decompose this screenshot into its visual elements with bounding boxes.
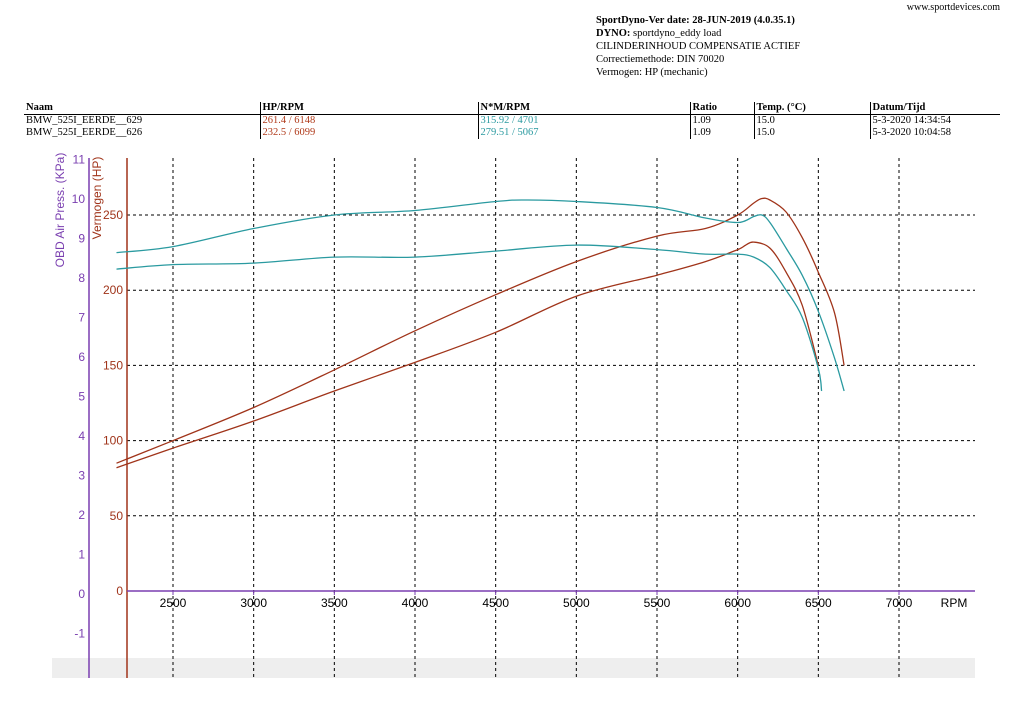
left-axis-title: OBD Air Press. (KPa): [53, 153, 67, 268]
chart-axes: [88, 158, 975, 678]
chart-footer-band: [52, 658, 975, 678]
run-datetime: 5-3-2020 10:04:58: [869, 127, 1000, 139]
left-tick-label: 1: [78, 548, 85, 562]
col-ratio: Ratio: [689, 102, 754, 115]
left-tick-label: 5: [78, 390, 85, 404]
x-tick-label: 6000: [724, 596, 751, 610]
right-tick-label: 250: [103, 208, 123, 222]
runs-table: Naam HP/RPM N*M/RPM Ratio Temp. (°C) Dat…: [24, 102, 1000, 139]
left-tick-label: -1: [74, 627, 85, 641]
x-tick-label: 3500: [321, 596, 348, 610]
meta-correction: Correctiemethode: DIN 70020: [596, 54, 725, 65]
left-tick-label: 4: [78, 429, 85, 443]
meta-version: SportDyno-Ver date: 28-JUN-2019 (4.0.35.…: [596, 15, 795, 26]
meta-dyno: DYNO: sportdyno_eddy load: [596, 28, 722, 39]
torque-curve-4: [116, 244, 823, 392]
x-tick-label: 3000: [240, 596, 267, 610]
table-row[interactable]: BMW_525I_EERDE__626 232.5 / 6099 279.51 …: [24, 127, 1000, 139]
hp-curve-1: [116, 197, 845, 464]
x-tick-label: 5500: [644, 596, 671, 610]
right-axis-title: Vermogen (HP): [90, 157, 104, 240]
left-tick-label: 0: [78, 587, 85, 601]
chart-labels: -1 0 1 2 3 4 5 6 7 8 9 10 11 0 50 100 150 200 250 2500 3000 3…: [53, 153, 967, 641]
col-naam: Naam: [24, 102, 260, 115]
dyno-metadata: SportDyno-Ver date: 28-JUN-2019 (4.0.35.…: [596, 14, 800, 79]
right-tick-label: 200: [103, 283, 123, 297]
meta-power-unit: Vermogen: HP (mechanic): [596, 67, 708, 78]
run-ratio: 1.09: [689, 127, 754, 139]
x-tick-label: 6500: [805, 596, 832, 610]
col-nm-rpm: N*M/RPM: [477, 102, 690, 115]
chart-series: [116, 197, 845, 469]
run-hp: 261.4 / 6148: [259, 114, 478, 127]
left-tick-label: 3: [78, 469, 85, 483]
table-header-row: Naam HP/RPM N*M/RPM Ratio Temp. (°C) Dat…: [24, 102, 1000, 115]
x-tick-label: 2500: [160, 596, 187, 610]
left-tick-label: 7: [78, 311, 85, 325]
run-datetime: 5-3-2020 14:34:54: [869, 114, 1000, 127]
x-tick-label: 5000: [563, 596, 590, 610]
left-tick-label: 10: [72, 192, 86, 206]
x-axis-title: RPM: [941, 596, 968, 610]
left-tick-label: 11: [73, 153, 86, 167]
run-temp: 15.0: [753, 127, 870, 139]
run-name: BMW_525I_EERDE__626: [26, 127, 143, 138]
right-tick-label: 100: [103, 434, 123, 448]
torque-curve-3: [116, 199, 845, 392]
table-row[interactable]: BMW_525I_EERDE__629 261.4 / 6148 315.92 …: [24, 114, 1000, 127]
run-ratio: 1.09: [689, 114, 754, 127]
hp-curve-2: [116, 241, 819, 469]
x-tick-label: 7000: [886, 596, 913, 610]
x-tick-label: 4000: [402, 596, 429, 610]
left-tick-label: 2: [78, 508, 85, 522]
right-tick-label: 0: [116, 584, 123, 598]
meta-compensation: CILINDERINHOUD COMPENSATIE ACTIEF: [596, 41, 801, 52]
run-temp: 15.0: [753, 114, 870, 127]
left-tick-label: 8: [78, 271, 85, 285]
site-url: www.sportdevices.com: [906, 2, 1000, 13]
left-tick-label: 6: [78, 350, 85, 364]
col-hp-rpm: HP/RPM: [259, 102, 478, 115]
col-temp: Temp. (°C): [753, 102, 870, 115]
x-tick-label: 4500: [482, 596, 509, 610]
right-tick-label: 50: [110, 509, 124, 523]
left-tick-label: 9: [78, 232, 85, 246]
col-datum: Datum/Tijd: [869, 102, 1000, 115]
run-hp: 232.5 / 6099: [259, 127, 478, 139]
run-torque: 279.51 / 5067: [477, 127, 690, 139]
right-tick-label: 150: [103, 358, 123, 372]
run-torque: 315.92 / 4701: [477, 114, 690, 127]
run-name: BMW_525I_EERDE__629: [26, 115, 143, 126]
